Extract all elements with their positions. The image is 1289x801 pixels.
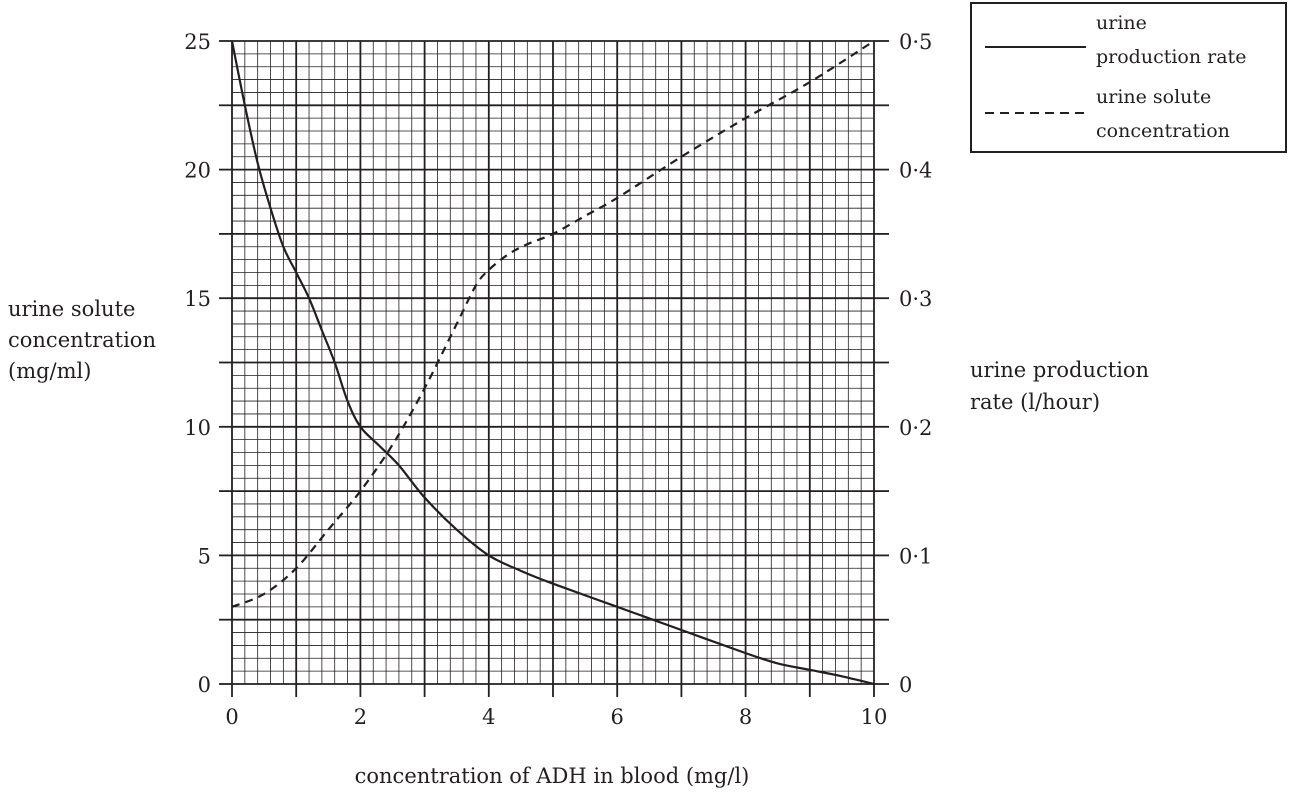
y-tick-label-left: 0 [198, 673, 211, 697]
series-line-production-rate [230, 40, 875, 686]
legend-label-production-line-1: urine [1096, 12, 1147, 34]
tick-labels: 0 2 4 6 8 10 0 5 10 15 20 25 0 0·1 0·2 0·3 0·4 0·5 [184, 30, 932, 729]
x-tick-label: 0 [225, 705, 238, 729]
series-line-solute-concentration [231, 40, 875, 608]
legend-label-solute-line-2: concentration [1096, 120, 1230, 142]
y-axis-label-left-line-1: urine solute [8, 297, 135, 321]
x-axis-label: concentration of ADH in blood (mg/l) [355, 764, 750, 788]
axis-ticks [219, 40, 889, 697]
data-lines [230, 40, 875, 686]
legend: urine production rate urine solute conce… [970, 2, 1287, 153]
legend-label-production-line-2: production rate [1096, 46, 1246, 68]
y-tick-label-right: 0·1 [899, 544, 932, 568]
y-tick-label-right: 0·5 [899, 30, 932, 54]
y-tick-label-left: 10 [184, 416, 211, 440]
y-tick-label-right: 0 [899, 673, 912, 697]
y-tick-label-right: 0·2 [899, 416, 932, 440]
y-tick-label-right: 0·4 [899, 159, 932, 183]
y-tick-label-left: 20 [184, 159, 211, 183]
y-axis-label-right-line-2: rate (l/hour) [970, 390, 1100, 414]
y-axis-label-left: urine solute concentration (mg/ml) [8, 297, 156, 383]
y-tick-label-left: 5 [198, 544, 211, 568]
y-axis-label-left-line-3: (mg/ml) [8, 359, 91, 383]
y-tick-label-left: 15 [184, 287, 211, 311]
legend-label-solute-line-1: urine solute [1096, 86, 1211, 108]
y-tick-label-right: 0·3 [899, 287, 932, 311]
x-tick-label: 6 [611, 705, 624, 729]
major-grid [231, 40, 875, 685]
x-tick-label: 4 [482, 705, 495, 729]
y-tick-label-left: 25 [184, 30, 211, 54]
legend-box [970, 2, 1287, 153]
y-axis-label-left-line-2: concentration [8, 328, 156, 352]
x-tick-label: 8 [739, 705, 752, 729]
y-axis-label-right: urine production rate (l/hour) [970, 358, 1149, 414]
x-tick-label: 10 [861, 705, 888, 729]
x-tick-label: 2 [354, 705, 367, 729]
y-axis-label-right-line-1: urine production [970, 358, 1149, 382]
